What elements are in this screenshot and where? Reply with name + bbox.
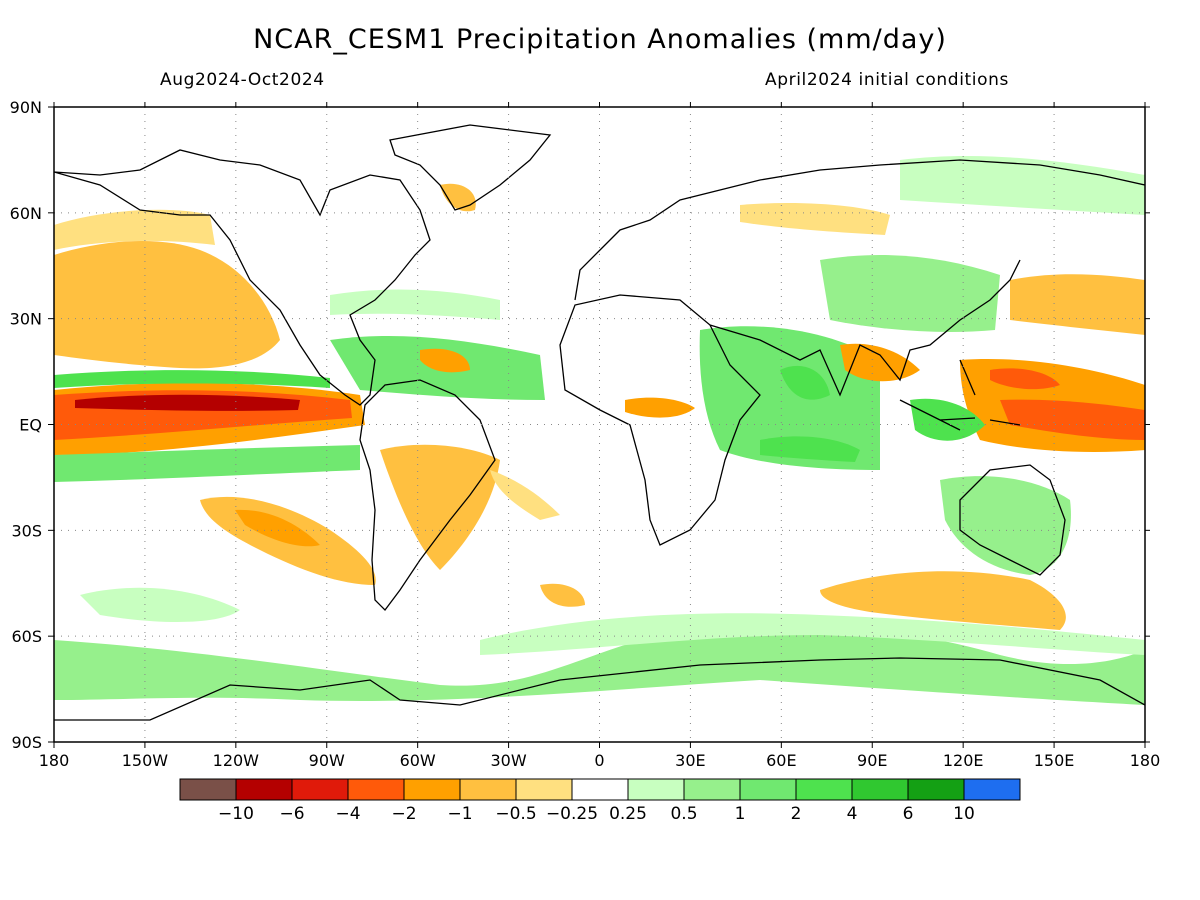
colorbar-label: −0.5: [495, 804, 536, 824]
colorbar-swatch: [739, 778, 797, 801]
lon-tick-label: 180: [39, 751, 70, 770]
colorbar-swatch: [683, 778, 741, 801]
colorbar-swatch: [627, 778, 685, 801]
coast-south-asia: [709, 259, 1021, 397]
dry-south-atlantic-patch: [540, 583, 585, 607]
colorbar-swatch: [179, 778, 237, 801]
lon-tick-label: 30E: [675, 751, 705, 770]
wet-indian-ocean-core: [760, 436, 860, 462]
dry-atlantic-patch: [420, 348, 470, 373]
colorbar-swatch: [459, 778, 517, 801]
lat-tick-label: 90N: [10, 98, 42, 117]
anomaly-field: [54, 155, 1145, 705]
colorbar-label: −6: [279, 804, 304, 824]
lon-tick-label: 90W: [309, 751, 345, 770]
coast-africa: [559, 294, 761, 546]
wet-band-southern-ocean: [54, 625, 1145, 705]
colorbar-swatch: [851, 778, 909, 801]
lon-tick-label: 180: [1130, 751, 1161, 770]
colorbar-swatch: [571, 778, 629, 801]
dry-philippine-sea: [990, 368, 1060, 390]
coast-south-america: [359, 379, 496, 611]
dry-equatorial-pacific-core: [75, 394, 300, 411]
colorbar-swatch: [235, 778, 293, 801]
colorbar: −10 −6 −4 −2 −1 −0.5 −0.25 0.25 0.5 1 2 4 6 10: [179, 778, 1021, 824]
coast-maritime-continent: [899, 359, 1021, 431]
map-title: NCAR_CESM1 Precipitation Anomalies (mm/d…: [253, 24, 947, 55]
lon-tick-label: 90E: [857, 751, 887, 770]
wet-itcz-pacific: [54, 370, 330, 388]
coastlines: [54, 124, 1145, 721]
colorbar-swatch: [347, 778, 405, 801]
coast-antarctica: [54, 657, 1145, 721]
map-grid: [54, 107, 1145, 742]
wet-asia: [820, 255, 1000, 332]
colorbar-label: 4: [847, 804, 858, 824]
lon-tick-label: 120E: [943, 751, 984, 770]
wet-east-africa-indian-ocean: [699, 326, 880, 470]
colorbar-label: 0.5: [670, 804, 697, 824]
wet-arabia: [780, 365, 830, 400]
colorbar-swatch: [963, 778, 1021, 801]
colorbar-label: −1: [447, 804, 472, 824]
wet-south-equatorial-pacific: [54, 445, 360, 482]
dry-gulf-of-guinea: [625, 397, 695, 418]
lat-tick-label: 60N: [10, 204, 42, 223]
lon-tick-label: 60W: [400, 751, 436, 770]
colorbar-label: 1: [735, 804, 746, 824]
coast-europe: [574, 159, 1145, 301]
colorbar-label: −2: [391, 804, 416, 824]
colorbar-label: 6: [903, 804, 914, 824]
lon-tick-label: 60E: [766, 751, 796, 770]
coast-greenland: [389, 124, 552, 211]
lon-tick-label: 150E: [1034, 751, 1075, 770]
axis-ticks: 180 150W 120W 90W 60W 30W 0 30E 60E 90E 120E 150E 18…: [10, 98, 1161, 770]
colorbar-swatch: [907, 778, 965, 801]
lat-tick-label: EQ: [19, 416, 42, 435]
colorbar-swatch: [403, 778, 461, 801]
colorbar-label: −4: [335, 804, 360, 824]
dry-north-west-pacific: [1010, 274, 1145, 335]
dry-west-pacific-core: [1000, 399, 1145, 440]
dry-north-pacific: [54, 240, 280, 369]
forecast-period: Aug2024-Oct2024: [160, 70, 325, 90]
coast-australia: [959, 464, 1066, 576]
dry-south-pacific-core: [235, 509, 320, 547]
lon-tick-label: 150W: [122, 751, 169, 770]
dry-south-greenland: [440, 183, 476, 212]
lon-tick-label: 120W: [213, 751, 260, 770]
wet-patch-south-pacific: [80, 587, 240, 622]
initial-conditions: April2024 initial conditions: [765, 70, 1009, 90]
dry-south-america: [380, 444, 500, 570]
colorbar-swatch: [291, 778, 349, 801]
coast-north-america: [54, 149, 431, 406]
colorbar-label: 2: [791, 804, 802, 824]
wet-north-atlantic: [330, 289, 500, 320]
lon-tick-label: 30W: [490, 751, 526, 770]
colorbar-swatch: [795, 778, 853, 801]
lat-tick-label: 90S: [11, 733, 42, 752]
lat-tick-label: 60S: [11, 627, 42, 646]
colorbar-label: −0.25: [546, 804, 598, 824]
dry-siberia: [740, 203, 890, 235]
dry-bay-of-bengal: [840, 343, 920, 382]
colorbar-label: −10: [218, 804, 254, 824]
dry-north-pacific-light: [54, 209, 215, 250]
wet-north-eurasia: [900, 155, 1145, 215]
colorbar-swatch: [515, 778, 573, 801]
colorbar-label: 10: [953, 804, 975, 824]
dry-south-atlantic: [490, 470, 560, 520]
lat-tick-label: 30N: [10, 310, 42, 329]
lat-tick-label: 30S: [11, 521, 42, 540]
colorbar-label: 0.25: [609, 804, 647, 824]
dry-south-indian-ocean: [820, 571, 1066, 630]
wet-band-55s: [480, 613, 1145, 655]
wet-australia: [940, 476, 1071, 575]
lon-tick-label: 0: [594, 751, 604, 770]
